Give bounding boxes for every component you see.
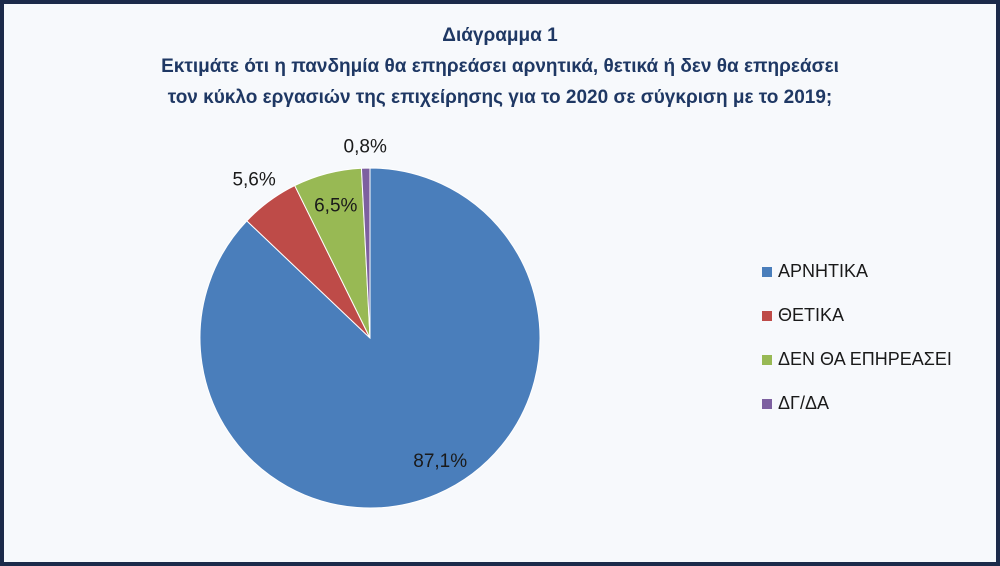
legend-swatch <box>762 311 772 321</box>
legend-label: ΘΕΤΙΚΑ <box>778 305 844 325</box>
legend-swatch <box>762 355 772 365</box>
data-label: 6,5% <box>314 195 357 216</box>
legend-swatch <box>762 267 772 277</box>
data-label: 0,8% <box>344 137 387 158</box>
pie-slice <box>360 167 371 339</box>
chart-subtitle: Εκτιμάτε ότι η πανδημία θα επηρεάσει αρν… <box>161 56 839 77</box>
legend-label: ΔΓ/ΔΑ <box>778 393 829 413</box>
chart-subtitle: τον κύκλο εργασιών της επιχείρησης για τ… <box>168 87 832 108</box>
data-label: 5,6% <box>232 170 275 191</box>
legend-label: ΔΕΝ ΘΑ ΕΠΗΡΕΑΣΕΙ <box>778 349 952 369</box>
legend-swatch <box>762 399 772 409</box>
chart-title: Διάγραμμα 1 <box>442 25 558 46</box>
data-label: 87,1% <box>413 451 467 472</box>
pie-slice <box>199 167 541 509</box>
legend-label: ΑΡΝΗΤΙΚΑ <box>778 261 868 281</box>
